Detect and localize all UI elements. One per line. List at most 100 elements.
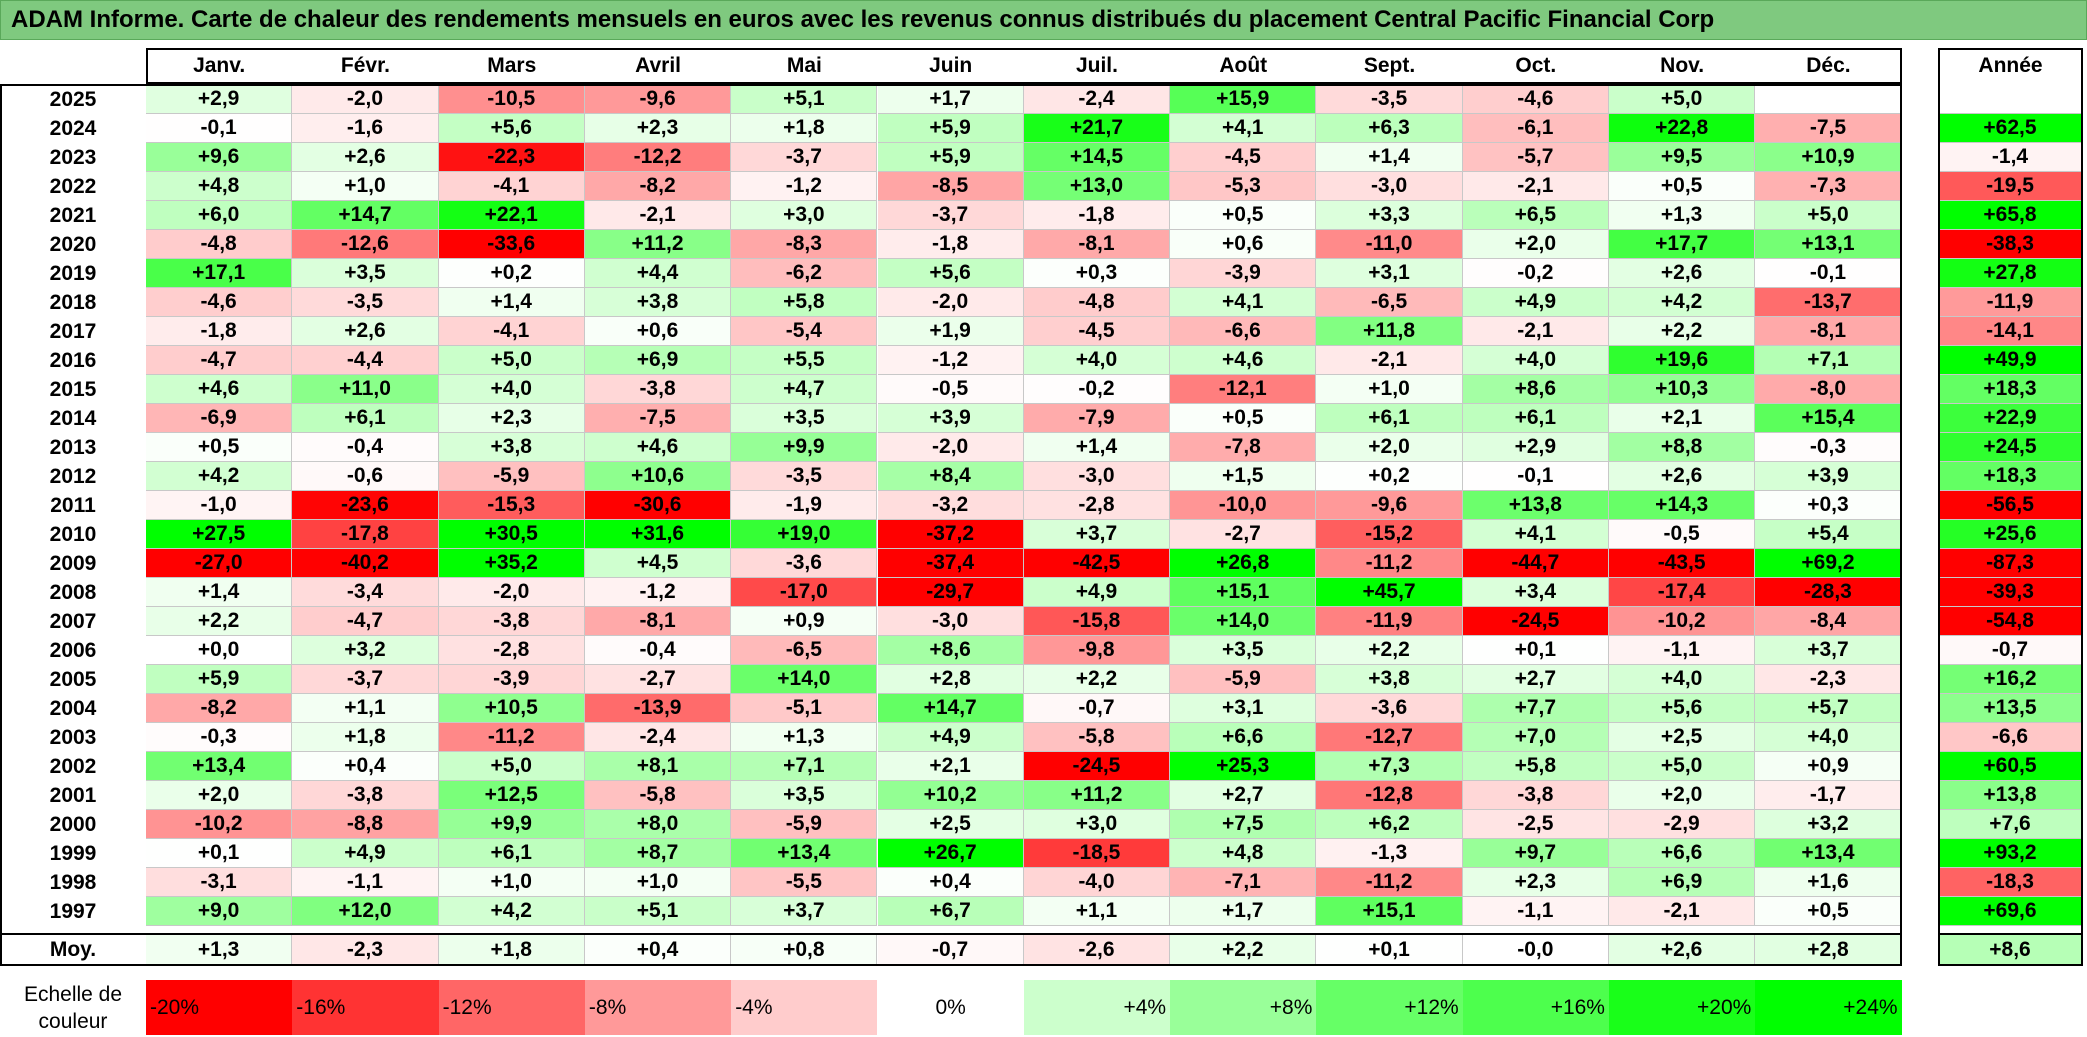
heatmap-cell: -5,4 [731,317,878,346]
heatmap-cell: +35,2 [438,549,585,578]
title-bar: ADAM Informe. Carte de chaleur des rende… [0,0,2087,40]
average-annual-cell: +8,6 [1938,934,2083,966]
heatmap-cell: +14,3 [1609,491,1756,520]
color-scale-swatch: +20% [1609,980,1756,1035]
heatmap-cell: +10,9 [1755,143,1902,172]
heatmap-cell: +2,5 [877,810,1024,839]
average-label: Moy. [49,938,97,961]
heatmap-cell: -8,8 [292,810,439,839]
heatmap-cell: -1,3 [1316,839,1463,868]
heatmap-cell: -0,3 [146,723,293,752]
heatmap-cell: +15,9 [1170,85,1317,114]
heatmap-cell: -3,1 [146,868,293,897]
heatmap-cell: +2,0 [1462,230,1609,259]
heatmap-cell: +3,3 [1316,201,1463,230]
heatmap-cell: +11,2 [1023,781,1171,810]
heatmap-cell: -3,2 [877,491,1024,520]
year-label: 2009 [49,551,97,575]
heatmap-cell: +4,0 [1609,665,1756,694]
column-header: Janv. [193,54,246,77]
heatmap-cell: -0,1 [1462,462,1609,491]
heatmap-cell: +14,5 [1023,143,1171,172]
heatmap-cell: +3,0 [1023,810,1171,839]
heatmap-cell: -9,8 [1023,636,1171,665]
heatmap-cell: +2,2 [1609,317,1756,346]
heatmap-cell: -6,2 [731,259,878,288]
heatmap-cell: -10,0 [1170,491,1317,520]
annual-cell: +7,6 [1938,810,2083,839]
heatmap-cell: +7,7 [1462,694,1609,723]
heatmap-cell: +5,8 [1462,752,1609,781]
heatmap-cell: +2,3 [584,114,732,143]
heatmap-cell: +4,1 [1462,520,1609,549]
annual-cell: +93,2 [1938,839,2083,868]
average-cell: +2,2 [1170,934,1317,966]
heatmap-cell: -3,0 [877,607,1024,636]
color-scale-label-line1: Echelle de [23,983,123,1006]
heatmap-cell: +2,1 [1609,404,1756,433]
heatmap-cell: -3,9 [438,665,585,694]
heatmap-cell: +5,9 [877,143,1024,172]
heatmap-cell: -10,2 [146,810,293,839]
heatmap-cell: -8,1 [1023,230,1171,259]
heatmap-cell: +15,1 [1170,578,1317,607]
heatmap-cell: +6,3 [1316,114,1463,143]
heatmap-cell: +7,1 [1755,346,1902,375]
heatmap-cell: -4,7 [292,607,439,636]
year-label: 2010 [49,522,97,546]
heatmap-cell: +0,9 [1755,752,1902,781]
color-scale-swatch: -12% [438,980,585,1035]
heatmap-cell: -2,0 [877,433,1024,462]
annual-cell: -56,5 [1938,491,2083,520]
heatmap-cell: -10,5 [438,85,585,114]
annual-cell: +49,9 [1938,346,2083,375]
heatmap-cell: +1,0 [584,868,732,897]
year-label: 2025 [49,87,97,111]
heatmap-cell: +3,5 [292,259,439,288]
heatmap-cell: -3,9 [1170,259,1317,288]
year-label: 1997 [49,899,97,923]
heatmap-cell: -5,5 [731,868,878,897]
column-header: Nov. [1660,54,1705,77]
heatmap-cell: -15,8 [1023,607,1171,636]
heatmap-cell: +14,7 [877,694,1024,723]
heatmap-cell: +2,9 [146,85,293,114]
year-label: 2024 [49,116,97,140]
heatmap-cell: -2,1 [1609,897,1756,926]
heatmap-cell: +30,5 [438,520,585,549]
heatmap-cell: +0,2 [438,259,585,288]
heatmap-cell: -42,5 [1023,549,1171,578]
heatmap-cell: +0,5 [146,433,293,462]
heatmap-cell: -2,1 [584,201,732,230]
heatmap-cell: +5,0 [1609,752,1756,781]
heatmap-cell: +0,0 [146,636,293,665]
heatmap-cell: -17,4 [1609,578,1756,607]
heatmap-cell: -0,2 [1023,375,1171,404]
heatmap-cell: -1,2 [877,346,1024,375]
heatmap-cell: -11,2 [1316,549,1463,578]
heatmap-cell: +0,4 [292,752,439,781]
heatmap-cell: +1,5 [1170,462,1317,491]
heatmap-cell: -5,1 [731,694,878,723]
heatmap-cell: +1,3 [1609,201,1756,230]
heatmap-cell: +7,5 [1170,810,1317,839]
heatmap-cell: -0,1 [146,114,293,143]
heatmap-cell: -11,2 [438,723,585,752]
heatmap-cell: +0,5 [1609,172,1756,201]
average-separator-annual [1938,933,2083,935]
annual-cell: +16,2 [1938,665,2083,694]
annual-cell: +18,3 [1938,462,2083,491]
heatmap-cell: -3,8 [584,375,732,404]
heatmap-cell: -0,2 [1462,259,1609,288]
annual-cell: -6,6 [1938,723,2083,752]
heatmap-cell: +1,6 [1755,868,1902,897]
heatmap-cell: +8,7 [584,839,732,868]
year-label: 2012 [49,464,97,488]
heatmap-cell: +5,6 [877,259,1024,288]
year-label: 2001 [49,783,97,807]
heatmap-cell: +2,8 [877,665,1024,694]
heatmap-cell: +3,8 [584,288,732,317]
heatmap-cell: -4,8 [146,230,293,259]
heatmap-cell: -8,4 [1755,607,1902,636]
